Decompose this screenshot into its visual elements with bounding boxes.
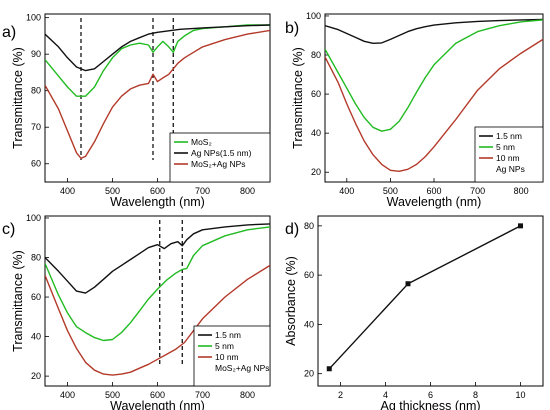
y-tick-label: 60	[311, 89, 321, 99]
panel-b: 400 500 600 700 800 20 40 60 80 100 Wavelength (nm…	[285, 11, 544, 209]
x-axis-label: Wavelength (nm)	[387, 195, 482, 209]
x-tick-label: 10	[515, 390, 525, 400]
x-tick-label: 6	[428, 390, 433, 400]
data-point-marker	[405, 281, 411, 287]
x-tick-label: 400	[60, 390, 75, 400]
y-tick-label: 60	[31, 159, 41, 169]
series-line	[325, 38, 543, 172]
x-tick-label: 400	[60, 186, 75, 196]
panel-letter: c)	[2, 221, 15, 238]
x-tick-label: 500	[383, 186, 398, 196]
panel-letter: d)	[285, 221, 299, 238]
legend-label: MoS₂+Ag NPs	[191, 159, 246, 169]
y-tick-label: 20	[304, 369, 314, 379]
legend-label: Ag NPs(1.5 nm)	[191, 148, 252, 158]
series-line	[45, 24, 270, 97]
y-tick-label: 40	[304, 319, 314, 329]
legend-box	[193, 325, 271, 387]
series-line	[45, 24, 270, 72]
y-tick-label: 20	[311, 167, 321, 177]
legend-box	[169, 132, 271, 183]
series-line	[45, 226, 270, 342]
y-tick-label: 20	[31, 371, 41, 381]
legend-label: 5 nm	[496, 142, 515, 152]
y-axis-label: Absorbance (%)	[284, 256, 298, 346]
y-tick-label: 40	[31, 332, 41, 342]
legend-label: 1.5 nm	[496, 131, 522, 141]
y-tick-label: 60	[304, 270, 314, 280]
panel-a: 400 500 600 700 800 60 70 80 90 100 Wavelength (nm…	[2, 13, 271, 209]
plot-frame	[317, 215, 544, 387]
y-axis-label: Transmittance (%)	[11, 250, 25, 352]
x-tick-label: 500	[105, 186, 120, 196]
y-tick-label: 80	[304, 221, 314, 231]
y-tick-label: 90	[31, 49, 41, 59]
x-tick-label: 400	[339, 186, 354, 196]
legend-label: 10 nm	[496, 153, 520, 163]
y-axis-label: Transmittance (%)	[291, 47, 305, 149]
series-line	[45, 264, 270, 376]
x-tick-label: 800	[240, 390, 255, 400]
y-tick-label: 80	[31, 253, 41, 263]
y-tick-label: 80	[31, 86, 41, 96]
y-tick-label: 100	[306, 11, 321, 21]
x-tick-label: 800	[514, 186, 529, 196]
x-tick-label: 700	[195, 186, 210, 196]
panel-letter: a)	[2, 24, 16, 41]
panel-letter: b)	[285, 20, 299, 37]
y-axis-label: Transmittance (%)	[11, 47, 25, 149]
series-line	[328, 225, 521, 370]
y-tick-label: 60	[31, 292, 41, 302]
panel-c: 400 500 600 700 800 20 40 60 80 100 Wavelength (nm…	[2, 213, 271, 410]
data-point-marker	[326, 366, 332, 372]
y-tick-label: 100	[26, 213, 41, 223]
y-tick-label: 40	[311, 128, 321, 138]
legend-label: 10 nm	[215, 352, 239, 362]
x-tick-label: 700	[470, 186, 485, 196]
legend-note: Ag NPs	[496, 164, 525, 174]
x-tick-label: 600	[150, 186, 165, 196]
series-line	[45, 29, 270, 159]
x-tick-label: 600	[150, 390, 165, 400]
y-tick-label: 80	[311, 50, 321, 60]
series-line	[45, 223, 270, 294]
data-point-marker	[518, 223, 523, 229]
x-axis-label: Wavelength (nm)	[110, 399, 205, 410]
x-tick-label: 4	[383, 390, 388, 400]
x-tick-label: 700	[195, 390, 210, 400]
legend-note: MoS₂+Ag NPs	[215, 363, 270, 373]
x-axis-label: Ag thickness (nm)	[380, 399, 480, 410]
x-tick-label: 2	[338, 390, 343, 400]
x-axis-label: Wavelength (nm)	[110, 195, 205, 209]
series-line	[325, 19, 543, 132]
legend-label: 1.5 nm	[215, 330, 241, 340]
panel-d: 2 4 6 8 10 20 40 60 80 Ag thickness (nm) Absorbanc…	[284, 215, 544, 410]
x-tick-label: 8	[473, 390, 478, 400]
legend-label: MoS₂	[191, 137, 212, 147]
x-tick-label: 800	[240, 186, 255, 196]
series-line	[325, 18, 543, 44]
y-tick-label: 100	[26, 13, 41, 23]
x-tick-label: 600	[426, 186, 441, 196]
y-tick-label: 70	[31, 122, 41, 132]
x-tick-label: 500	[105, 390, 120, 400]
legend-label: 5 nm	[215, 341, 234, 351]
